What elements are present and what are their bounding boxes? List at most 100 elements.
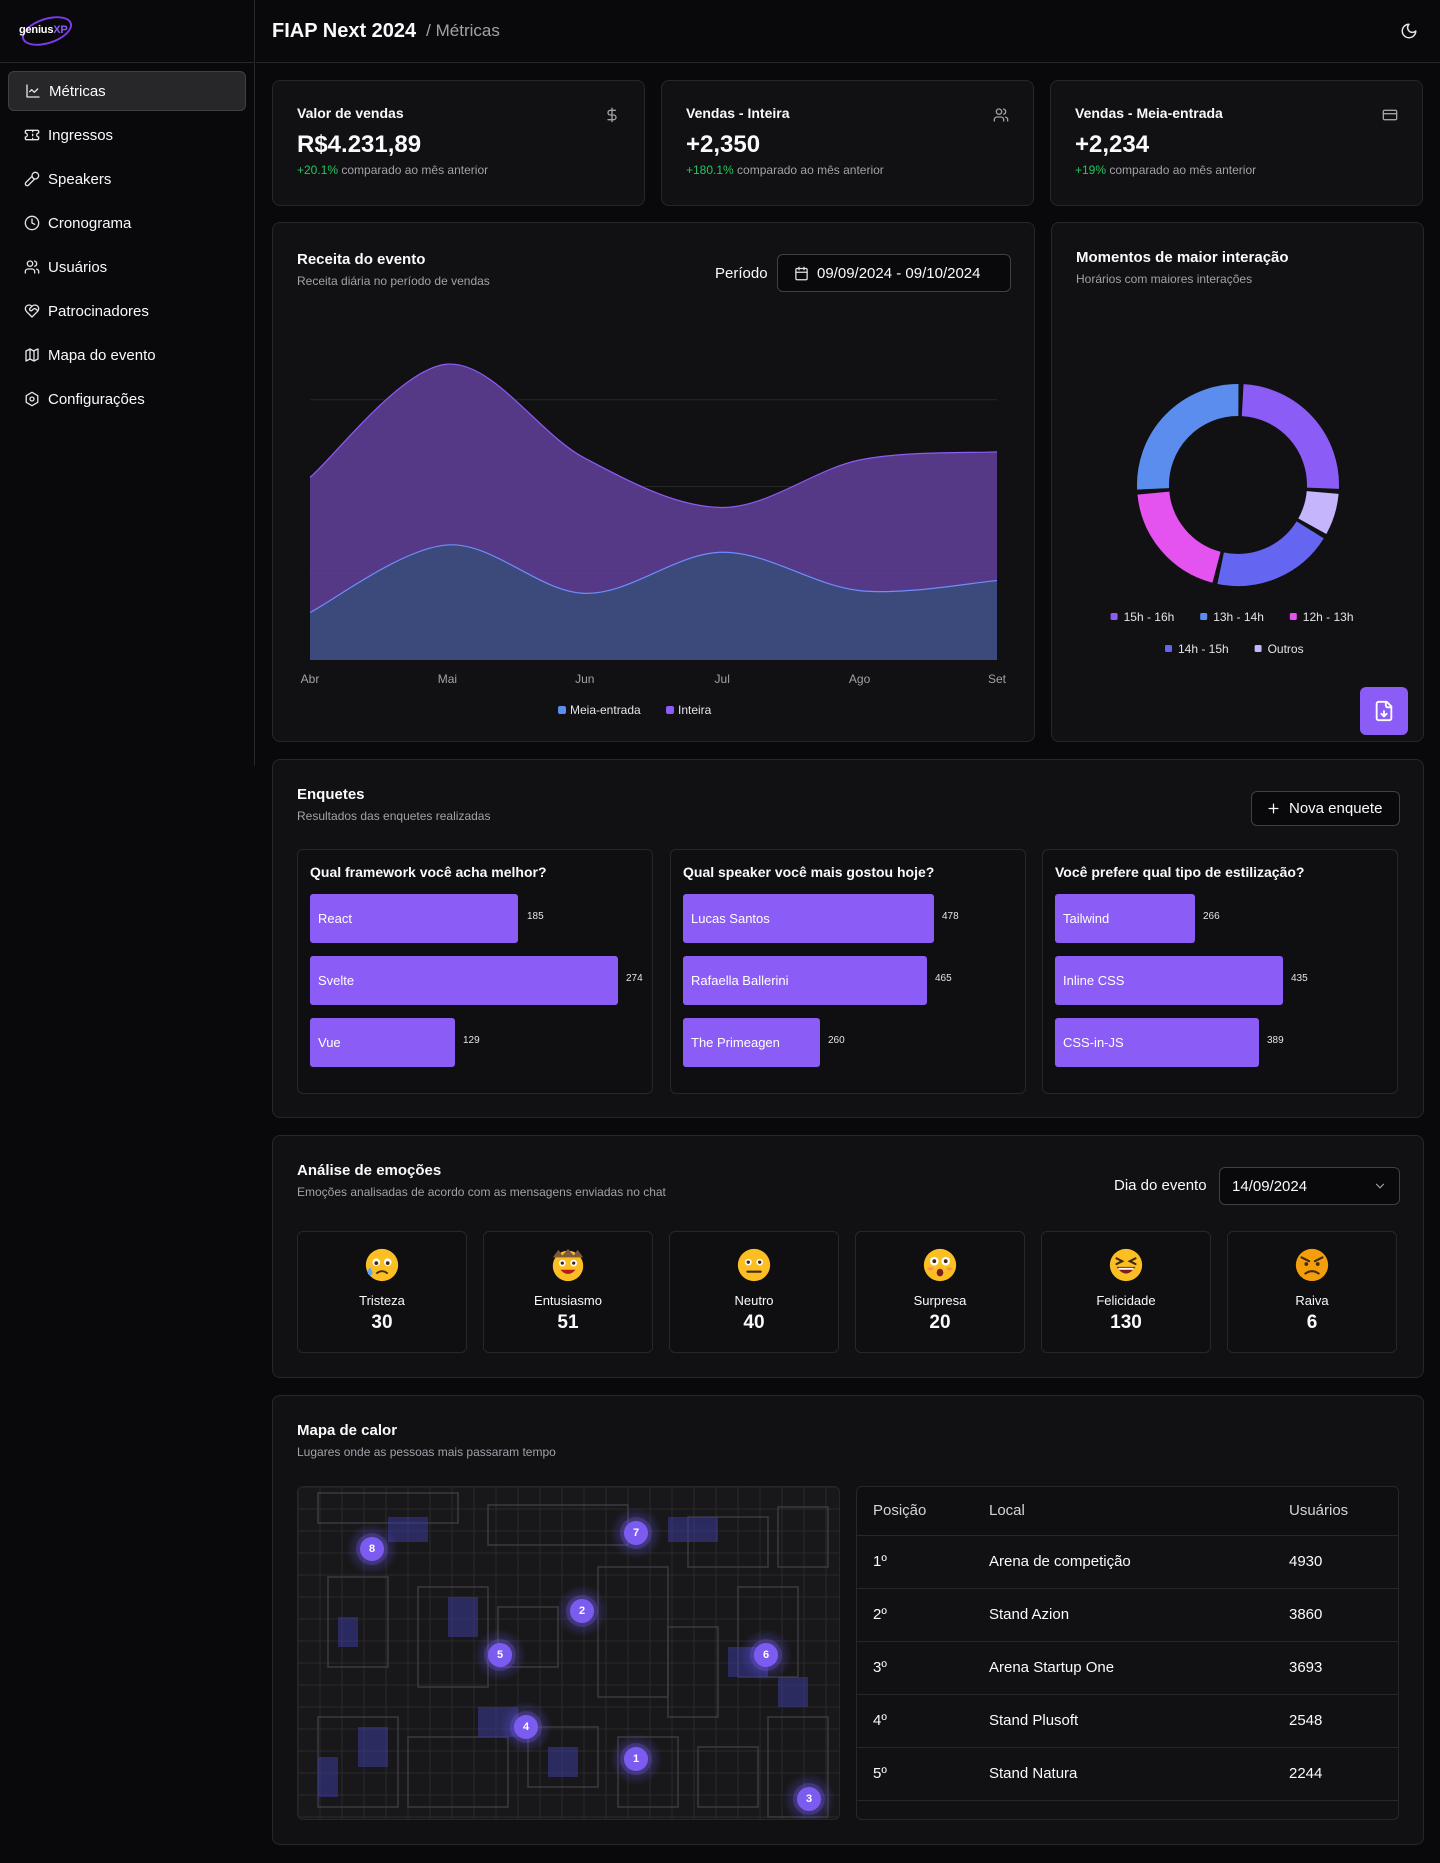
cell-location: Arena de competição: [973, 1535, 1273, 1589]
angry-face-icon: [1295, 1248, 1329, 1282]
heart-handshake-icon: [24, 303, 40, 319]
table-row[interactable]: 2º Stand Azion 3860: [857, 1588, 1398, 1642]
emotion-enthusiasm: Entusiasmo 51: [483, 1231, 653, 1353]
donut-slice[interactable]: [1241, 384, 1339, 489]
event-day-select[interactable]: 14/09/2024: [1219, 1167, 1400, 1205]
kpi-card-half-sales: Vendas - Meia-entrada +2,234 +19% compar…: [1050, 80, 1423, 206]
polls-subtitle: Resultados das enquetes realizadas: [297, 809, 491, 823]
users-icon: [24, 259, 40, 275]
heatmap-marker[interactable]: 5: [488, 1643, 512, 1667]
dollar-icon: [604, 107, 620, 123]
new-poll-label: Nova enquete: [1289, 800, 1383, 817]
poll-bar: Rafaella Ballerini: [683, 956, 927, 1005]
sidebar-item-label: Métricas: [49, 82, 106, 100]
sidebar-item-ingressos[interactable]: Ingressos: [8, 115, 246, 155]
legend-label: 12h - 13h: [1303, 610, 1354, 624]
polls-title: Enquetes: [297, 786, 365, 803]
ranking-table: Posição Local Usuários 1º Arena de compet…: [856, 1486, 1399, 1820]
sidebar-item-speakers[interactable]: Speakers: [8, 159, 246, 199]
heatmap-marker[interactable]: 7: [624, 1521, 648, 1545]
cell-position: 5º: [857, 1747, 973, 1801]
new-poll-button[interactable]: Nova enquete: [1251, 791, 1400, 826]
emotion-surprise: Surpresa 20: [855, 1231, 1025, 1353]
emotion-name: Felicidade: [1096, 1293, 1156, 1308]
emotion-name: Raiva: [1295, 1293, 1329, 1308]
heatmap-marker[interactable]: 6: [754, 1643, 778, 1667]
sidebar-item-mapa[interactable]: Mapa do evento: [8, 335, 246, 375]
heatmap-marker[interactable]: 3: [797, 1787, 821, 1811]
heatmap-marker[interactable]: 1: [624, 1747, 648, 1771]
table-row[interactable]: 5º Stand Natura 2244: [857, 1747, 1398, 1801]
table-row[interactable]: 4º Stand Plusoft 2548: [857, 1694, 1398, 1748]
heatmap-marker[interactable]: 4: [514, 1715, 538, 1739]
chart-line-icon: [25, 83, 41, 99]
poll-bar: Tailwind: [1055, 894, 1195, 943]
area-line-meia-entrada: [309, 544, 998, 614]
poll-question: Qual speaker você mais gostou hoje?: [683, 864, 935, 880]
area-series-meia-entrada: [310, 544, 997, 660]
emotion-count: 20: [929, 1312, 951, 1333]
donut-slice[interactable]: [1137, 384, 1239, 490]
poll-bar: Lucas Santos: [683, 894, 934, 943]
sidebar-item-label: Usuários: [48, 258, 108, 276]
poll-option: React 185: [310, 894, 640, 943]
legend-swatch: [558, 706, 566, 714]
sidebar-item-label: Configurações: [48, 390, 145, 408]
excited-face-icon: [552, 1248, 584, 1282]
event-day-label: Dia do evento: [1114, 1177, 1207, 1194]
ticket-icon: [24, 127, 40, 143]
x-tick-label: Jun: [575, 672, 594, 686]
poll-bar: React: [310, 894, 518, 943]
moon-icon[interactable]: [1400, 22, 1418, 40]
cell-users: 4930: [1273, 1535, 1398, 1589]
legend-label: 15h - 16h: [1124, 610, 1175, 624]
heatmap-marker[interactable]: 8: [360, 1537, 384, 1561]
poll-bar-value: 266: [1203, 911, 1220, 922]
sidebar-item-configuracoes[interactable]: Configurações: [8, 379, 246, 419]
column-header: Usuários: [1273, 1487, 1398, 1536]
poll-option: The Primeagen 260: [683, 1018, 1013, 1067]
revenue-title: Receita do evento: [297, 251, 426, 268]
date-range-picker[interactable]: 09/09/2024 - 09/10/2024: [777, 254, 1011, 292]
interaction-title: Momentos de maior interação: [1076, 249, 1289, 266]
poll-bar-value: 465: [935, 973, 952, 984]
calendar-icon: [794, 266, 809, 281]
heatmap-marker[interactable]: 2: [570, 1599, 594, 1623]
cell-users: 3860: [1273, 1588, 1398, 1642]
sidebar-item-usuarios[interactable]: Usuários: [8, 247, 246, 287]
emotion-name: Surpresa: [913, 1293, 967, 1308]
heatmap-floorplan[interactable]: 1 2 3 4 5 6 7 8: [297, 1486, 840, 1820]
sidebar-item-metricas[interactable]: Métricas: [8, 71, 246, 111]
sidebar-item-label: Ingressos: [48, 126, 114, 144]
export-button[interactable]: [1360, 687, 1408, 735]
donut-slice[interactable]: [1137, 490, 1222, 583]
legend-swatch: [1289, 613, 1297, 620]
poll-option: Vue 129: [310, 1018, 640, 1067]
kpi-card-sales-value: Valor de vendas R$4.231,89 +20.1% compar…: [272, 80, 645, 206]
donut-slice[interactable]: [1217, 520, 1324, 586]
sidebar-item-label: Speakers: [48, 170, 112, 188]
cell-users: 2244: [1273, 1747, 1398, 1801]
table-row[interactable]: 1º Arena de competição 4930: [857, 1535, 1398, 1589]
emotion-anger: Raiva 6: [1227, 1231, 1397, 1353]
emotion-name: Tristeza: [359, 1293, 405, 1308]
legend-swatch: [1110, 613, 1118, 620]
sidebar-item-cronograma[interactable]: Cronograma: [8, 203, 246, 243]
emotion-neutral: Neutro 40: [669, 1231, 839, 1353]
donut-slice[interactable]: [1298, 490, 1339, 534]
table-header-row: Posição Local Usuários: [857, 1487, 1398, 1536]
kpi-value: +2,350: [686, 131, 761, 158]
logo-mark: geniusXP: [18, 10, 76, 52]
cell-users: 2548: [1273, 1694, 1398, 1748]
interaction-subtitle: Horários com maiores interações: [1076, 272, 1253, 286]
surprised-face-icon: [923, 1248, 957, 1282]
date-range-value: 09/09/2024 - 09/10/2024: [817, 264, 981, 282]
kpi-comparison: +20.1% comparado ao mês anterior: [297, 163, 620, 177]
users-icon: [993, 107, 1009, 123]
kpi-suffix: comparado ao mês anterior: [1106, 163, 1257, 177]
logo[interactable]: geniusXP: [0, 0, 254, 63]
table-row[interactable]: 3º Arena Startup One 3693: [857, 1641, 1398, 1695]
logo-accent: XP: [53, 24, 68, 36]
sidebar-item-patrocinadores[interactable]: Patrocinadores: [8, 291, 246, 331]
cell-position: 3º: [857, 1641, 973, 1695]
